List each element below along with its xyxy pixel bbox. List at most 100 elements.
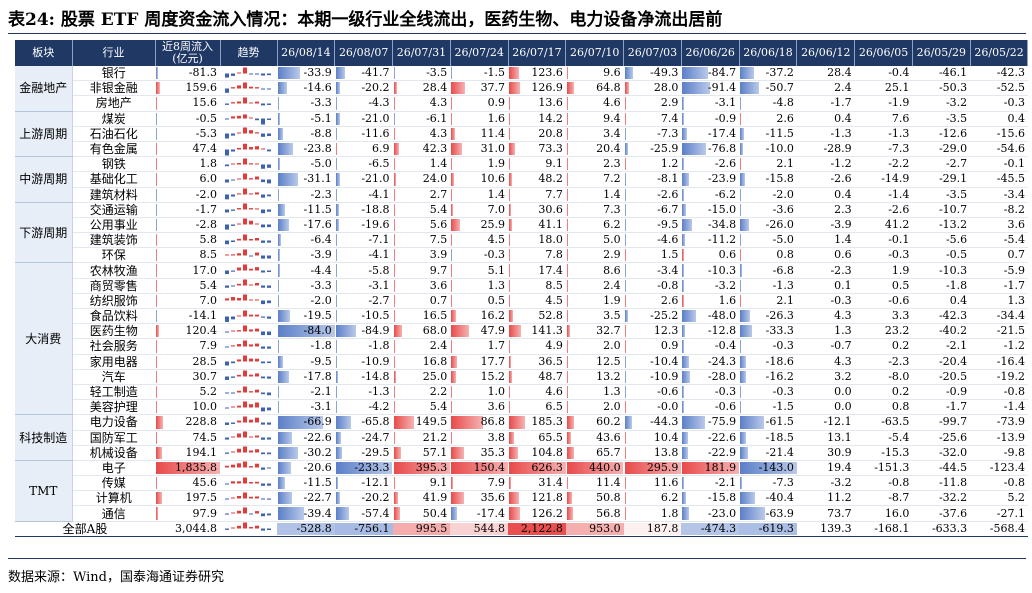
source-note: 数据来源：Wind，国泰海通证券研究 <box>8 570 224 585</box>
value-cell: -44.5 <box>912 460 971 477</box>
value-text: -28.0 <box>707 369 737 383</box>
trend-bar <box>267 270 271 273</box>
value-text: -11.2 <box>707 233 737 247</box>
value-cell: -2.6 <box>681 156 740 173</box>
value-text: 0.8 <box>891 400 910 414</box>
value-cell: 10.0 <box>155 399 220 416</box>
value-text: -528.8 <box>296 521 332 535</box>
trend-bar <box>237 115 241 119</box>
value-text: 228.8 <box>185 415 218 429</box>
value-text: -50.3 <box>938 81 968 95</box>
trend-bar <box>225 316 229 322</box>
value-text: -3.5 <box>945 187 968 201</box>
value-cell: -0.1 <box>854 232 913 249</box>
column-header: 26/08/14 <box>277 40 336 66</box>
trend-bar <box>237 480 241 484</box>
value-cell: 0.4 <box>970 111 1028 127</box>
value-text: 10.6 <box>480 172 506 186</box>
value-text: -3.1 <box>368 278 390 292</box>
trend-bar <box>255 73 259 75</box>
trend-bar <box>261 103 265 106</box>
data-bar <box>566 158 568 171</box>
value-text: 2.0 <box>603 339 621 353</box>
value-cell: 228.8 <box>155 414 220 431</box>
data-bar <box>682 142 706 156</box>
data-bar <box>156 82 161 95</box>
value-cell: -25.6 <box>912 430 971 446</box>
trend-bar <box>255 223 259 225</box>
data-bar <box>509 188 511 201</box>
data-bar <box>682 416 706 429</box>
value-cell: -1.3 <box>739 278 797 294</box>
value-text: 0.0 <box>834 385 852 399</box>
trend-bar <box>267 513 271 516</box>
value-text: -0.3 <box>830 293 852 307</box>
value-cell: 123.6 <box>508 66 566 82</box>
value-text: -75.9 <box>707 415 737 429</box>
heat-fill <box>739 522 797 535</box>
value-text: 43.6 <box>596 430 621 444</box>
value-text: 1.4 <box>487 187 506 201</box>
trend-bar <box>255 192 259 195</box>
value-text: 3.5 <box>603 309 621 323</box>
data-bar <box>624 416 633 429</box>
value-text: 9.1 <box>545 157 563 171</box>
trend-bar <box>261 73 265 76</box>
value-text: 28.5 <box>192 354 218 368</box>
value-cell: -0.6 <box>681 399 740 416</box>
trend-bar <box>249 496 253 499</box>
value-cell: -3.9 <box>796 217 855 234</box>
value-text: 8.5 <box>545 278 563 292</box>
value-cell: 9.1 <box>508 156 566 173</box>
data-bar <box>682 67 709 80</box>
industry-cell: 汽车 <box>72 369 155 385</box>
value-text: -12.8 <box>707 324 737 338</box>
value-text: -26.0 <box>765 217 794 231</box>
trend-bar <box>249 102 253 104</box>
value-text: 1.6 <box>487 111 506 125</box>
data-bar <box>682 492 687 505</box>
value-cell: -10.3 <box>912 262 971 279</box>
data-bar <box>278 401 280 414</box>
industry-cell: 纺织服饰 <box>72 293 155 310</box>
value-text: 15.6 <box>192 96 218 110</box>
trend-bar <box>243 477 247 484</box>
value-text: 995.5 <box>415 521 448 535</box>
value-text: -26.3 <box>765 309 794 323</box>
value-text: 4.5 <box>487 233 506 247</box>
data-bar <box>156 264 158 277</box>
value-cell: -19.5 <box>277 308 335 325</box>
value-cell: -3.3 <box>277 95 335 112</box>
value-cell: 150.4 <box>450 460 509 477</box>
value-text: 30.7 <box>192 369 218 383</box>
value-cell: -2.3 <box>854 354 913 370</box>
trend-bar <box>225 376 229 381</box>
trend-bar <box>249 268 253 271</box>
sparkline <box>225 431 271 440</box>
industry-cell: 国防军工 <box>72 430 155 446</box>
data-bar <box>451 142 463 156</box>
trend-cell <box>220 126 277 142</box>
data-bar <box>451 446 464 459</box>
trend-bar <box>243 507 247 514</box>
trend-bar <box>267 240 271 243</box>
value-cell: 73.3 <box>508 141 566 158</box>
sparkline <box>225 446 271 455</box>
trend-bar <box>249 86 253 89</box>
heat-fill <box>277 522 335 535</box>
trend-bar <box>249 238 253 241</box>
value-text: 187.8 <box>646 521 679 535</box>
sparkline <box>225 310 271 322</box>
trend-bar <box>249 466 253 468</box>
trend-bar <box>249 117 253 119</box>
data-bar <box>393 477 395 490</box>
trend-bar <box>225 88 229 93</box>
value-text: 1.3 <box>834 324 852 338</box>
value-cell: -22.7 <box>277 490 335 507</box>
industry-cell: 电子 <box>72 460 155 477</box>
data-bar <box>451 127 455 140</box>
value-cell: -25.2 <box>623 308 682 325</box>
trend-bar <box>243 82 247 89</box>
trend-bar <box>231 254 235 256</box>
value-text: -0.8 <box>1003 385 1025 399</box>
